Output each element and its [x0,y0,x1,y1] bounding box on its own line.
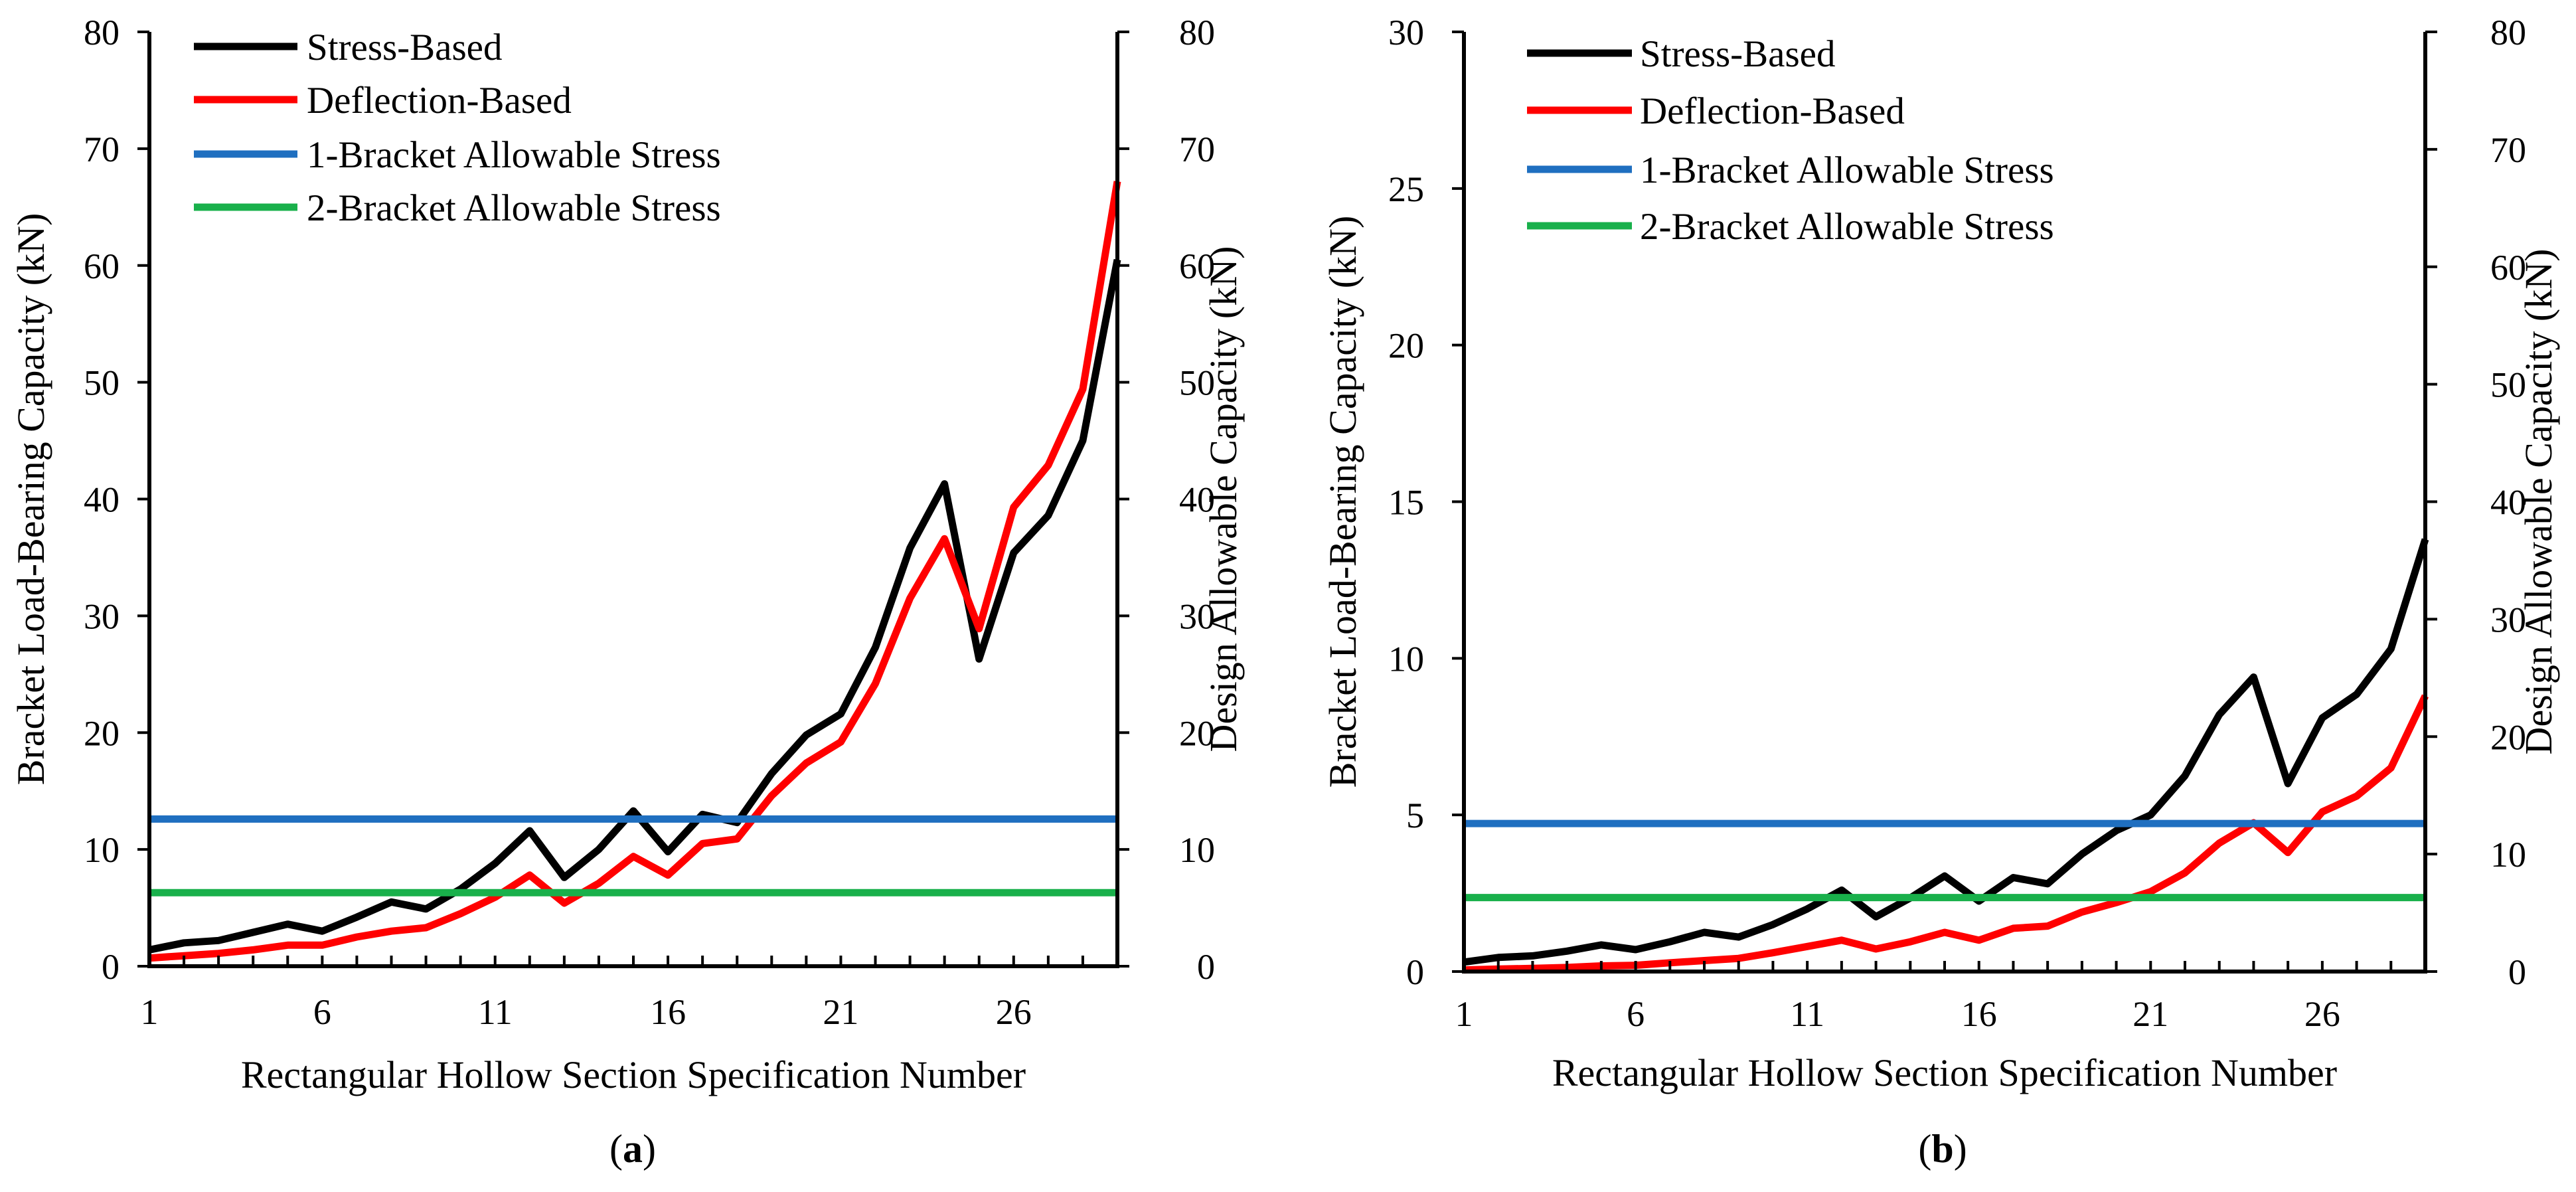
y2-tick-label: 50 [1179,363,1215,403]
series-line-deflection-based [149,181,1121,962]
y-tick-label: 30 [1388,13,1424,52]
y2-axis-title: Design Allowable Capacity (kN) [1202,246,1245,752]
y2-tick-label: 60 [2490,248,2526,288]
y2-tick-label: 60 [1179,246,1215,286]
chart-panel-a: 1 6 11 16 21 26010203040506070800102030405060… [9,13,1245,1171]
y-tick-label: 15 [1388,483,1424,523]
y-tick-label: 25 [1388,169,1424,209]
y2-tick-label: 0 [1197,947,1215,987]
y-tick-label: 30 [84,596,120,636]
x-tick-label: 26 [2304,994,2340,1034]
series-line-stress-based [1463,538,2429,966]
y-tick-label: 80 [84,13,120,52]
x-tick-label: 21 [823,992,858,1032]
y-tick-label: 50 [84,363,120,403]
panel-label: (b) [1918,1127,1967,1171]
legend-label: Stress-Based [1640,33,1835,75]
y-tick-label: 5 [1406,796,1424,835]
legend-label: 1-Bracket Allowable Stress [307,134,721,176]
series-line-stress-based [148,258,1121,954]
y-tick-label: 70 [84,129,120,169]
x-tick-label: 16 [1961,994,1997,1034]
x-tick-label: 1 [141,992,159,1032]
x-tick-label: 21 [2133,994,2168,1034]
panel-letter: a [623,1127,643,1171]
y2-tick-label: 30 [2490,600,2526,639]
panel-label: (a) [609,1127,656,1171]
series-line-deflection-based [1463,694,2429,974]
legend-label: 1-Bracket Allowable Stress [1640,149,2054,191]
x-tick-label: 26 [996,992,1032,1032]
y2-tick-label: 20 [1179,713,1215,753]
panel-letter: b [1931,1127,1953,1171]
y2-tick-label: 70 [2490,130,2526,170]
y-tick-label: 10 [84,830,120,870]
x-tick-label: 6 [1627,994,1645,1034]
y2-tick-label: 20 [2490,717,2526,757]
legend-label: Deflection-Based [307,80,572,122]
x-tick-label: 16 [650,992,686,1032]
y-tick-label: 20 [1388,326,1424,366]
y2-tick-label: 40 [2490,483,2526,523]
y2-tick-label: 40 [1179,480,1215,520]
x-axis-title: Rectangular Hollow Section Specification… [1552,1051,2337,1094]
y2-tick-label: 70 [1179,129,1215,169]
legend: Stress-Based Deflection-Based 1-Bracket Al… [1527,33,2054,248]
x-tick-label: 6 [313,992,331,1032]
y-tick-label: 60 [84,246,120,286]
y-tick-label: 10 [1388,639,1424,679]
legend-label: 2-Bracket Allowable Stress [307,187,721,229]
y2-tick-label: 80 [2490,13,2526,52]
x-tick-label: 1 [1455,994,1473,1034]
y-axis-title: Bracket Load-Bearing Capacity (kN) [9,213,52,786]
y2-axis-title: Design Allowable Capacity (kN) [2517,249,2560,755]
x-tick-label: 11 [1790,994,1824,1034]
y2-tick-label: 50 [2490,365,2526,405]
y2-tick-label: 30 [1179,596,1215,636]
legend: Stress-Based Deflection-Based 1-Bracket Al… [194,27,721,229]
y2-tick-label: 10 [1179,830,1215,870]
y2-tick-label: 10 [2490,835,2526,875]
y2-tick-label: 80 [1179,13,1215,52]
y-tick-label: 0 [102,947,120,987]
y-axis-title: Bracket Load-Bearing Capacity (kN) [1321,216,1364,788]
legend-label: Stress-Based [307,27,502,68]
y2-tick-label: 0 [2508,952,2526,992]
x-axis-title: Rectangular Hollow Section Specification… [241,1053,1026,1096]
y-tick-label: 0 [1406,952,1424,992]
legend-label: 2-Bracket Allowable Stress [1640,206,2054,248]
x-tick-label: 11 [478,992,513,1032]
legend-label: Deflection-Based [1640,90,1905,132]
chart-panel-b: 1 6 11 16 21 2605101520253001020304050607080B… [1321,13,2560,1171]
y-tick-label: 40 [84,480,120,520]
y-tick-label: 20 [84,713,120,753]
